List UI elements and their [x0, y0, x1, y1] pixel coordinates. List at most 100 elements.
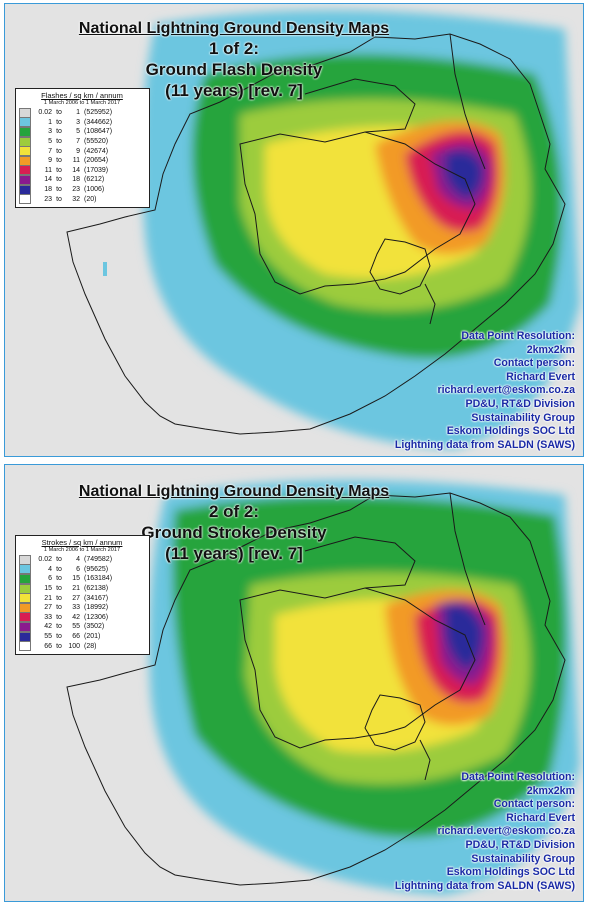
legend-range-low: 1 [48, 118, 52, 126]
legend-range-to: to [56, 147, 62, 155]
legend-range-to: to [56, 195, 62, 203]
legend-range-to: to [56, 575, 62, 583]
legend-cell-count: (17039) [84, 166, 109, 174]
legend-range-high: 6 [76, 565, 80, 573]
legend-range-low: 9 [48, 157, 52, 165]
flash-density-panel: National Lightning Ground Density Maps 1… [4, 3, 584, 457]
legend-period: 1 March 2006 to 1 March 2017 [43, 547, 121, 553]
legend-range-high: 33 [72, 604, 80, 612]
density-field [149, 480, 580, 895]
credit-line: Lightning data from SALDN (SAWS) [394, 438, 575, 451]
legend-range-to: to [56, 157, 62, 165]
legend-row: 4 to 6 (95625) [19, 564, 145, 575]
legend-row: 0.02 to 4 (749582) [19, 554, 145, 565]
legend-swatch [19, 602, 31, 613]
credit-line: Data Point Resolution: [461, 330, 575, 342]
legend-range-to: to [56, 118, 62, 126]
legend-swatch [19, 174, 31, 185]
credit-line: Contact person: [493, 798, 575, 811]
legend-range-low: 14 [44, 176, 52, 184]
legend-range-low: 42 [44, 623, 52, 631]
legend-swatch [19, 631, 31, 642]
legend-range-to: to [56, 166, 62, 174]
legend-range-low: 5 [48, 138, 52, 146]
legend-range-high: 1 [76, 109, 80, 117]
legend-range-low: 4 [48, 565, 52, 573]
panel-period: (11 years) [rev. 7] [165, 544, 303, 563]
panel-subtitle: Ground Flash Density [145, 60, 323, 79]
legend-cell-count: (18992) [84, 604, 109, 612]
credit-line: PD&U, RT&D Division [465, 397, 575, 410]
legend-range-to: to [56, 565, 62, 573]
legend-range-high: 42 [72, 613, 80, 621]
legend-rows: 0.02 to 1 (525952) 1 to 3 (344662) 3 to 5 (108647) 5… [19, 107, 145, 205]
legend-row: 11 to 14 (17039) [19, 165, 145, 176]
legend-range-low: 33 [44, 613, 52, 621]
credit-line: Eskom Holdings SOC Ltd [446, 866, 575, 879]
legend-range-low: 0.02 [38, 556, 52, 564]
legend-range-high: 15 [72, 575, 80, 583]
legend-range-to: to [56, 128, 62, 136]
credit-line: Data Point Resolution: [461, 771, 575, 783]
credit-line: Sustainability Group [471, 411, 575, 424]
legend-cell-count: (163184) [84, 575, 113, 583]
legend-range-to: to [56, 585, 62, 593]
legend-range-to: to [56, 613, 62, 621]
legend-range-high: 9 [76, 147, 80, 155]
legend-row: 42 to 55 (3502) [19, 621, 145, 632]
legend-range-high: 7 [76, 138, 80, 146]
flash-density-legend: Flashes / sq km / annum 1 March 2006 to … [15, 88, 150, 208]
legend-range-to: to [56, 138, 62, 146]
credit-line: richard.evert@eskom.co.za [437, 825, 575, 838]
credit-line: 2kmx2km [526, 784, 575, 797]
legend-range-low: 18 [44, 186, 52, 194]
legend-range-to: to [56, 176, 62, 184]
legend-cell-count: (95625) [84, 565, 109, 573]
legend-range-high: 11 [72, 157, 80, 165]
legend-swatch [19, 554, 31, 565]
legend-cell-count: (62138) [84, 585, 109, 593]
legend-period: 1 March 2006 to 1 March 2017 [43, 100, 121, 106]
legend-range-low: 3 [48, 128, 52, 136]
legend-swatch [19, 146, 31, 157]
legend-cell-count: (344662) [84, 118, 113, 126]
legend-swatch [19, 136, 31, 147]
legend-range-high: 55 [72, 623, 80, 631]
legend-row: 33 to 42 (12306) [19, 612, 145, 623]
legend-cell-count: (34167) [84, 594, 109, 602]
credits-block: Data Point Resolution: 2kmx2km Contact per… [395, 330, 575, 452]
map-title-block: National Lightning Ground Density Maps 2… [5, 483, 463, 564]
legend-swatch [19, 126, 31, 137]
legend-row: 14 to 18 (6212) [19, 174, 145, 185]
legend-swatch [19, 564, 31, 575]
legend-row: 1 to 3 (344662) [19, 117, 145, 128]
legend-range-high: 14 [72, 166, 80, 174]
credits-block: Data Point Resolution: 2kmx2km Contact per… [395, 771, 575, 893]
panel-number: 1 of 2: [208, 39, 260, 58]
legend-swatch [19, 184, 31, 195]
legend-swatch [19, 573, 31, 584]
legend-range-low: 21 [44, 594, 52, 602]
legend-row: 55 to 66 (201) [19, 631, 145, 642]
legend-range-low: 6 [48, 575, 52, 583]
legend-swatch [19, 107, 31, 118]
legend-cell-count: (28) [84, 642, 97, 650]
legend-range-low: 27 [44, 604, 52, 612]
legend-cell-count: (42674) [84, 147, 109, 155]
legend-swatch [19, 117, 31, 128]
legend-range-low: 7 [48, 147, 52, 155]
legend-range-high: 66 [72, 633, 80, 641]
credit-line: Lightning data from SALDN (SAWS) [394, 879, 575, 892]
legend-rows: 0.02 to 4 (749582) 4 to 6 (95625) 6 to 15 (163184) 1… [19, 554, 145, 652]
legend-range-to: to [56, 109, 62, 117]
credit-line: Richard Evert [506, 811, 575, 824]
legend-cell-count: (20) [84, 195, 97, 203]
stroke-density-legend: Strokes / sq km / annum 1 March 2006 to … [15, 535, 150, 655]
legend-range-high: 100 [68, 642, 80, 650]
legend-row: 5 to 7 (55520) [19, 136, 145, 147]
map-title: National Lightning Ground Density Maps [78, 483, 390, 500]
legend-range-to: to [56, 556, 62, 564]
legend-range-high: 18 [72, 176, 80, 184]
panel-subtitle: Ground Stroke Density [141, 523, 327, 542]
legend-cell-count: (525952) [84, 109, 113, 117]
